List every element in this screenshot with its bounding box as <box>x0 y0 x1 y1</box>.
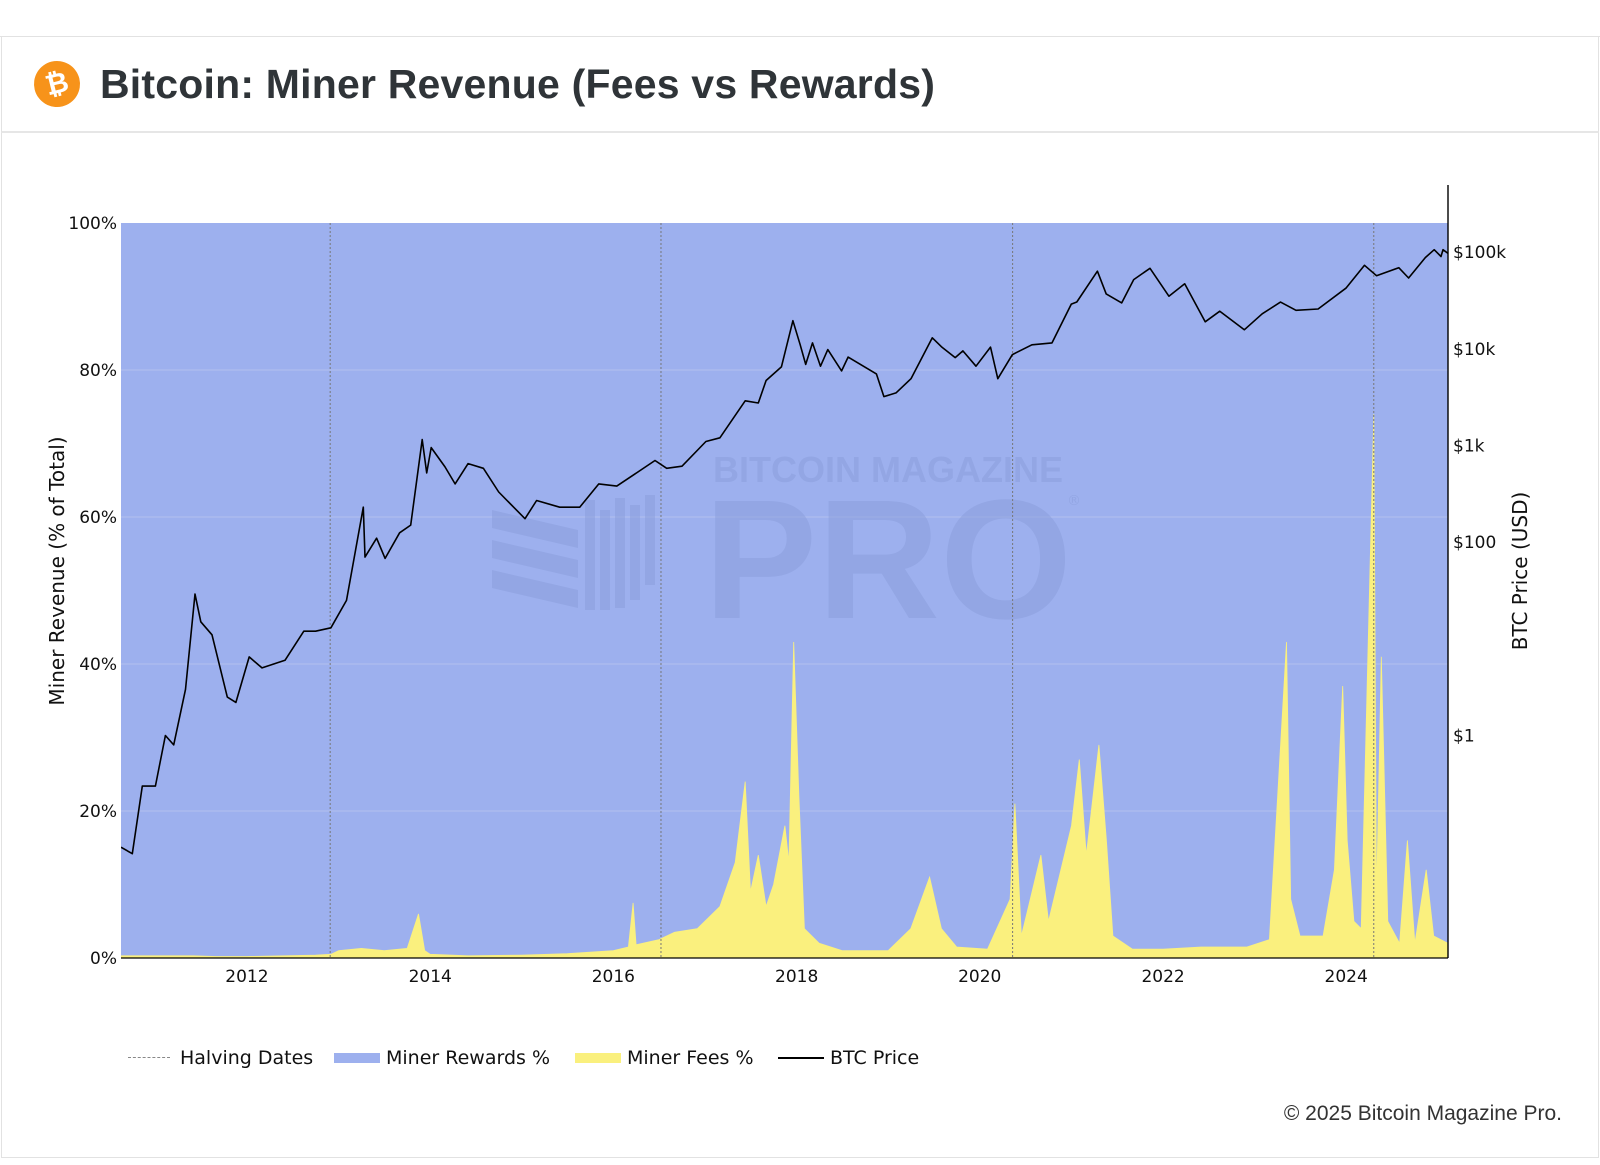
y2-axis-title: BTC Price (USD) <box>1508 492 1532 651</box>
axes <box>121 185 1449 959</box>
grid-lines <box>121 369 1448 812</box>
watermark-line1: BITCOIN MAGAZINE <box>713 449 1063 490</box>
y-tick-label: 20% <box>79 802 117 822</box>
x-tick-label: 2024 <box>1325 967 1368 987</box>
y-tick-label: 0% <box>90 949 117 969</box>
x-tick-label: 2014 <box>409 967 452 987</box>
watermark: BITCOIN MAGAZINE PRO ® <box>492 449 1081 655</box>
y-tick-label: 40% <box>79 655 117 675</box>
halving-swatch-icon <box>128 1057 170 1058</box>
price-swatch-icon <box>778 1057 824 1059</box>
legend-label-price: BTC Price <box>830 1047 920 1069</box>
btc-price-layer <box>121 248 1448 855</box>
y2-tick-label: $100k <box>1453 243 1506 263</box>
legend-label-fees: Miner Fees % <box>627 1047 754 1069</box>
y2-tick-label: $1 <box>1453 727 1475 747</box>
y2-tick-label: $10k <box>1453 340 1495 360</box>
legend-label-rewards: Miner Rewards % <box>386 1047 551 1069</box>
y-tick-label: 60% <box>79 508 117 528</box>
btc-price-line <box>121 248 1448 855</box>
x-tick-label: 2020 <box>958 967 1001 987</box>
y2-tick-label: $100 <box>1453 533 1496 553</box>
tick-labels: 0% 20% 40% 60% 80% 100% 2012 2014 2016 2018 2020 20… <box>68 214 1506 987</box>
watermark-logo-icon <box>492 495 655 610</box>
chart-header: ₿ Bitcoin: Miner Revenue (Fees vs Reward… <box>1 37 1599 133</box>
page-top-border <box>0 36 1600 37</box>
copyright-notice: © 2025 Bitcoin Magazine Pro. <box>1283 1102 1562 1125</box>
watermark-line2: PRO <box>704 465 1072 655</box>
x-tick-label: 2012 <box>225 967 268 987</box>
x-tick-label: 2016 <box>592 967 635 987</box>
miner-fees-layer <box>121 414 1448 958</box>
rewards-swatch-icon <box>334 1053 380 1063</box>
x-tick-label: 2022 <box>1141 967 1184 987</box>
chart-panel <box>1 133 1599 1158</box>
fees-swatch-icon <box>575 1053 621 1063</box>
y2-tick-label: $1k <box>1453 436 1485 456</box>
legend-label-halving: Halving Dates <box>180 1047 314 1069</box>
y-tick-label: 80% <box>79 361 117 381</box>
watermark-registered-mark: ® <box>1067 493 1081 509</box>
y-axis-title: Miner Revenue (% of Total) <box>45 436 69 705</box>
halving-lines <box>329 223 1375 958</box>
miner-fees-area <box>121 414 1448 958</box>
x-tick-label: 2018 <box>775 967 818 987</box>
page-title: Bitcoin: Miner Revenue (Fees vs Rewards) <box>100 61 936 107</box>
y-tick-label: 100% <box>68 214 117 234</box>
